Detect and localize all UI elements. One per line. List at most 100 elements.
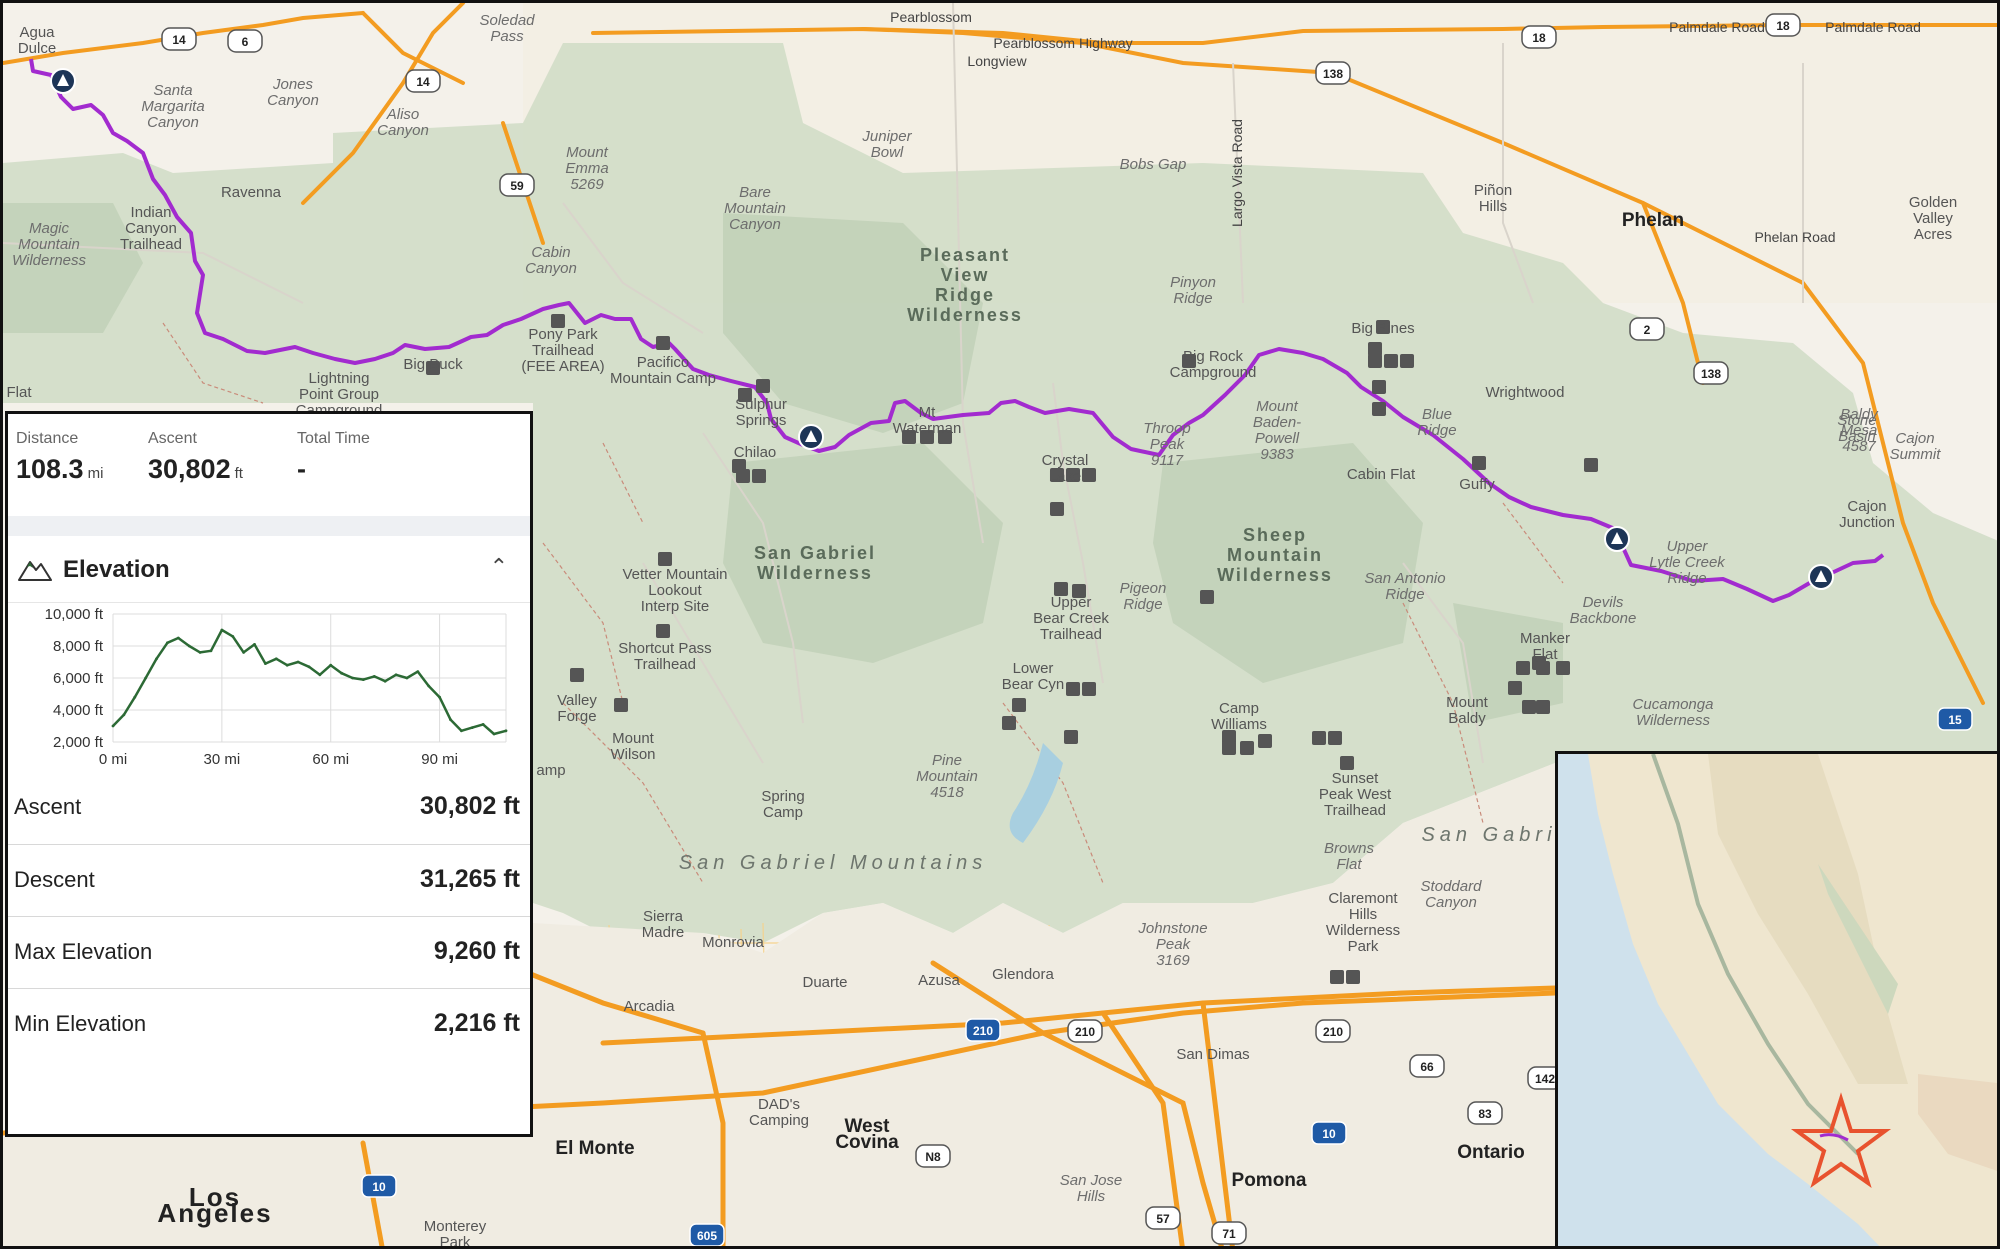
highway-shield-label: 2 bbox=[1644, 323, 1651, 337]
place-label-stone-basin: Stone Basin bbox=[1837, 412, 1877, 445]
pct-trail-marker-icon[interactable] bbox=[798, 424, 824, 450]
highway-shield-label: 18 bbox=[1532, 31, 1546, 45]
elevation-point bbox=[307, 665, 311, 669]
poi-icon bbox=[614, 698, 628, 712]
place-label-browns-flat: Browns Flat bbox=[1323, 840, 1375, 873]
highway-shield-label: 210 bbox=[1323, 1025, 1343, 1039]
place-label-stoddard-canyon: Stoddard Canyon bbox=[1420, 878, 1482, 911]
y-tick-label: 10,000 ft bbox=[45, 606, 104, 623]
poi-icon bbox=[1050, 468, 1064, 482]
highway-shield-icon: 210 bbox=[1067, 1019, 1103, 1043]
overview-inset-map[interactable] bbox=[1555, 751, 1997, 1246]
basemap[interactable]: 14 6 14 138 18 18 59 2 138 15 210 210 210 66 10 83 N8 10 5… bbox=[3, 3, 2000, 1249]
elevation-stat-row: Ascent 30,802 ft bbox=[8, 772, 530, 842]
highway-shield-label: 210 bbox=[973, 1024, 993, 1038]
elevation-stat-label: Ascent bbox=[14, 794, 82, 819]
star-marker bbox=[1790, 1092, 1892, 1189]
elevation-stat-row: Max Elevation 9,260 ft bbox=[8, 916, 530, 987]
highway-shield-icon: 10 bbox=[1311, 1121, 1347, 1145]
elevation-stat-row: Descent 31,265 ft bbox=[8, 844, 530, 915]
place-label-los-angeles: Los Angeles bbox=[157, 1182, 273, 1228]
y-tick-label: 8,000 ft bbox=[53, 638, 104, 655]
elevation-point bbox=[296, 660, 300, 664]
highway-shield-icon: 138 bbox=[1693, 361, 1729, 385]
highway-shield-icon: 18 bbox=[1521, 25, 1557, 49]
poi-icon bbox=[1066, 682, 1080, 696]
place-label-magic-mountain-wilderness: Magic Mountain Wilderness bbox=[11, 220, 87, 269]
highway-shield-icon: N8 bbox=[915, 1144, 951, 1168]
x-tick-label: 0 mi bbox=[99, 751, 127, 764]
highway-shield-icon: 83 bbox=[1467, 1101, 1503, 1125]
poi-icon bbox=[756, 379, 770, 393]
highway-shield-label: 10 bbox=[1322, 1127, 1336, 1141]
elevation-point bbox=[394, 673, 398, 677]
distance-unit: mi bbox=[87, 465, 104, 482]
route-line[interactable] bbox=[29, 58, 1885, 603]
elevation-point bbox=[264, 662, 267, 665]
highway-shield-icon: 605 bbox=[689, 1223, 725, 1246]
elevation-point bbox=[220, 628, 224, 632]
place-label-sheep-mountain-wilderness: Sheep Mountain Wilderness bbox=[1217, 525, 1333, 585]
highway-shield-label: 18 bbox=[1776, 19, 1790, 33]
pct-trail-marker-icon[interactable] bbox=[1808, 564, 1834, 590]
distance-value: 108.3 bbox=[16, 454, 84, 484]
place-label-blue-ridge: Blue Ridge bbox=[1417, 406, 1457, 439]
place-label-bobs-gap: Bobs Gap bbox=[1119, 156, 1187, 173]
poi-icon bbox=[1472, 456, 1486, 470]
highway-shield-label: 10 bbox=[372, 1180, 386, 1194]
pct-trail-marker-icon[interactable] bbox=[1604, 526, 1630, 552]
distance-label: Distance bbox=[16, 430, 79, 447]
ascent-stat: Ascent 30,802 ft bbox=[148, 430, 243, 485]
highway-shield-label: 66 bbox=[1420, 1060, 1434, 1074]
place-label-bare-mountain-canyon: Bare Mountain Canyon bbox=[724, 184, 786, 233]
elevation-point bbox=[166, 641, 169, 645]
highway-shield-label: 14 bbox=[172, 33, 186, 47]
place-label-upper-lytle-creek-ridge: Upper Lytle Creek Ridge bbox=[1649, 538, 1725, 587]
y-tick-label: 4,000 ft bbox=[53, 702, 104, 719]
poi-icon bbox=[1376, 320, 1390, 334]
elevation-header[interactable]: Elevation ⌃ bbox=[8, 536, 530, 603]
place-label-palmdale-road-2: Palmdale Road bbox=[1825, 19, 1921, 35]
poi-icon bbox=[1340, 756, 1354, 770]
elevation-point bbox=[242, 651, 246, 654]
place-label-west-covina: West Covina bbox=[835, 1116, 899, 1153]
highway-shield-icon: 210 bbox=[1315, 1019, 1351, 1043]
ascent-label: Ascent bbox=[148, 430, 197, 447]
poi-icon bbox=[920, 430, 934, 444]
place-label-pacifico: Pacifico Mountain Camp bbox=[610, 354, 716, 387]
poi-icon bbox=[1368, 354, 1382, 368]
elevation-point bbox=[187, 644, 191, 648]
poi-icon bbox=[1064, 730, 1078, 744]
poi-icon bbox=[426, 361, 440, 375]
poi-icon bbox=[1372, 402, 1386, 416]
place-label-monterey-park: Monterey Park bbox=[423, 1218, 487, 1249]
poi-icon bbox=[1536, 661, 1550, 675]
poi-icon bbox=[551, 314, 565, 328]
poi-icon bbox=[1346, 970, 1360, 984]
highway-shield-label: N8 bbox=[925, 1150, 941, 1164]
highway-shield-label: 605 bbox=[697, 1229, 717, 1243]
place-label-flat: Flat bbox=[6, 384, 32, 401]
place-label-san-jose-hills: San Jose Hills bbox=[1059, 1172, 1123, 1205]
highway-shield-label: 210 bbox=[1075, 1025, 1095, 1039]
place-label-phelan-road: Phelan Road bbox=[1754, 229, 1836, 245]
place-label-indian-canyon-trailhead: Indian Canyon Trailhead bbox=[120, 204, 182, 253]
pct-trail-marker-icon[interactable] bbox=[50, 68, 76, 94]
x-tick-label: 60 mi bbox=[312, 751, 349, 764]
place-label-pine-mountain: Pine Mountain 4518 bbox=[916, 752, 978, 801]
place-label-mt-waterman: Mt Waterman bbox=[892, 404, 962, 437]
place-label-sunset-peak: Sunset Peak West Trailhead bbox=[1318, 770, 1392, 819]
place-label-agua-dulce: Agua Dulce bbox=[17, 24, 57, 57]
total-time-label: Total Time bbox=[297, 430, 370, 447]
elevation-point bbox=[340, 671, 344, 675]
x-tick-label: 30 mi bbox=[204, 751, 241, 764]
chevron-up-icon[interactable]: ⌃ bbox=[489, 554, 508, 579]
stats-panel: Distance 108.3 mi Ascent 30,802 ft Total T… bbox=[5, 411, 533, 1137]
highway-shield-label: 57 bbox=[1156, 1212, 1170, 1226]
elevation-point bbox=[470, 726, 474, 729]
elevation-point bbox=[329, 663, 333, 667]
place-label-jones-canyon: Jones Canyon bbox=[267, 76, 319, 109]
highway-shield-icon: 14 bbox=[405, 69, 441, 93]
poi-icon bbox=[1050, 502, 1064, 516]
